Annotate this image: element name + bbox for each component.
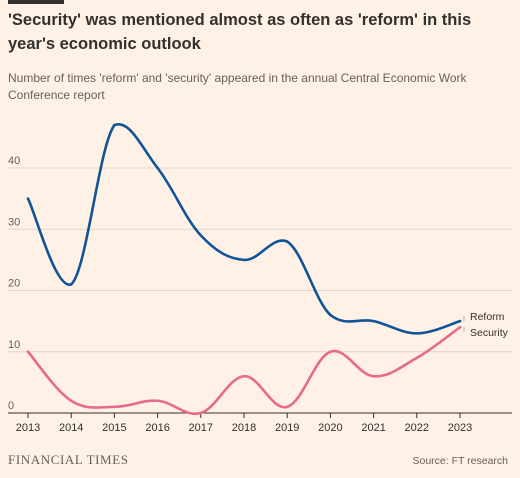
series-label-reform: Reform (470, 311, 505, 323)
point-reform-2023 (458, 319, 462, 323)
x-tick-label: 2015 (102, 422, 126, 434)
series-labels: Reform Security (463, 311, 509, 339)
x-axis: 2013 2014 2015 2016 2017 2018 2019 2020 2021 2022… (8, 412, 512, 434)
point-security-2021 (372, 374, 375, 378)
point-security-2019 (285, 405, 289, 409)
point-security-2022 (415, 356, 419, 360)
point-reform-2013 (26, 197, 30, 200)
y-tick-label: 40 (8, 155, 20, 167)
point-security-2020 (329, 350, 332, 354)
y-tick-label: 0 (8, 400, 14, 412)
y-tick-label: 10 (8, 339, 20, 351)
point-reform-2018 (242, 258, 246, 262)
point-reform-2019 (285, 240, 289, 243)
y-tick-label: 30 (8, 216, 20, 228)
x-tick-label: 2022 (405, 422, 429, 434)
x-tick-label: 2018 (232, 422, 256, 434)
x-tick-label: 2021 (361, 422, 385, 434)
x-tick-label: 2014 (59, 422, 83, 434)
point-security-2013 (26, 350, 30, 354)
ft-logo: FINANCIAL TIMES (8, 452, 129, 467)
point-reform-2021 (372, 319, 375, 323)
source-note: Source: FT research (412, 455, 508, 467)
y-tick-label: 20 (8, 278, 20, 290)
series-label-security: Security (470, 327, 509, 339)
point-security-2023 (458, 325, 462, 329)
chart-title: 'Security' was mentioned almost as often… (8, 11, 472, 53)
point-reform-2016 (156, 166, 159, 170)
x-tick-label: 2013 (16, 422, 40, 434)
x-tick-label: 2020 (318, 422, 342, 434)
x-tick-label: 2019 (275, 422, 299, 434)
gridlines: 0 10 20 30 40 (8, 155, 512, 412)
header-accent-bar (8, 0, 64, 4)
series-lines (26, 123, 462, 416)
point-security-2014 (69, 399, 73, 403)
series-line-security (26, 325, 462, 416)
point-reform-2020 (329, 313, 332, 317)
point-reform-2014 (69, 283, 73, 286)
point-security-2018 (242, 374, 246, 378)
point-reform-2017 (199, 234, 203, 237)
x-tick-label: 2017 (189, 422, 213, 434)
chart-subtitle: Number of times 'reform' and 'security' … (8, 71, 467, 102)
x-tick-label: 2023 (448, 422, 472, 434)
point-security-2015 (113, 405, 116, 409)
point-reform-2022 (415, 332, 419, 335)
point-security-2017 (199, 411, 203, 415)
point-reform-2015 (113, 123, 116, 127)
x-tick-label: 2016 (145, 422, 169, 434)
point-security-2016 (156, 399, 159, 403)
